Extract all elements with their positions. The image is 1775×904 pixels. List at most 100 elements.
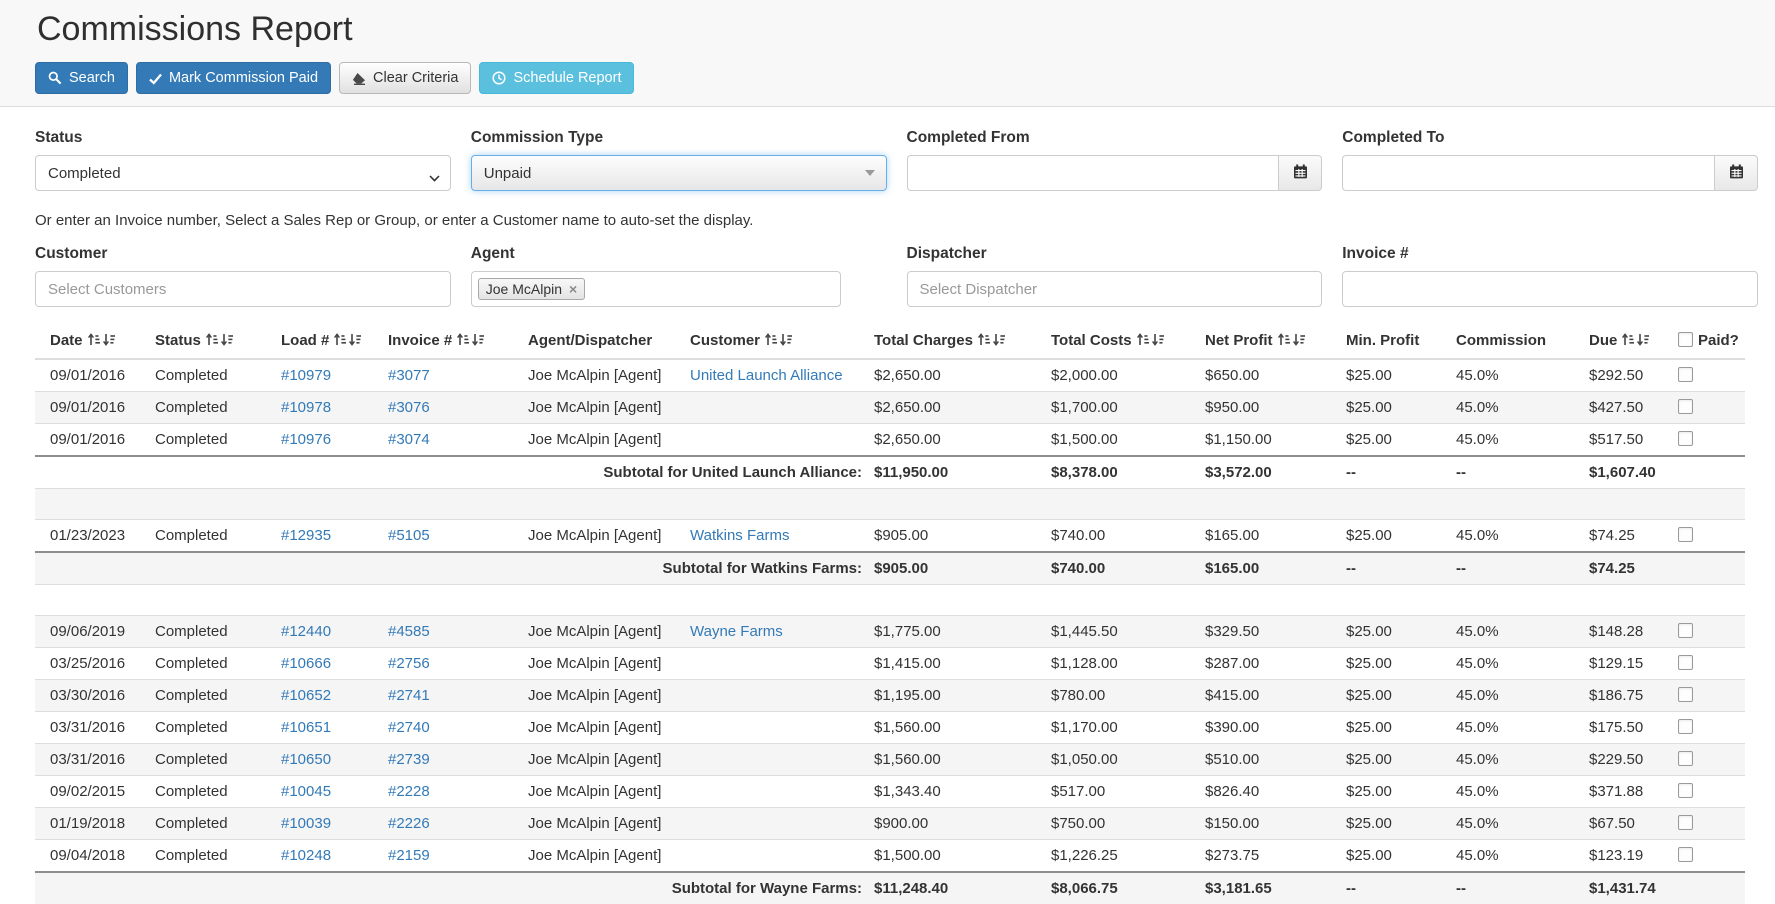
paid-checkbox[interactable]: [1678, 655, 1693, 670]
load-link[interactable]: #10666: [281, 655, 332, 672]
column-label: Min. Profit: [1346, 332, 1420, 349]
sort-asc-icon[interactable]: [977, 333, 990, 346]
invoice-link[interactable]: #3074: [388, 431, 430, 448]
invoice-link[interactable]: #2739: [388, 751, 430, 768]
paid-checkbox[interactable]: [1678, 367, 1693, 382]
cell-total-costs: $1,226.25: [1051, 839, 1205, 872]
cell-total-charges: $1,775.00: [874, 615, 1051, 648]
sort-asc-icon[interactable]: [1136, 333, 1149, 346]
load-link[interactable]: #12935: [281, 527, 332, 544]
sort-desc-icon[interactable]: [102, 333, 115, 346]
invoice-number-input[interactable]: [1342, 271, 1758, 307]
sort-desc-icon[interactable]: [472, 333, 485, 346]
cell-load: #12440: [281, 615, 388, 648]
sort-desc-icon[interactable]: [1151, 333, 1164, 346]
sort-desc-icon[interactable]: [349, 333, 362, 346]
sort-desc-icon[interactable]: [992, 333, 1005, 346]
paid-checkbox[interactable]: [1678, 751, 1693, 766]
cell-min-profit: $25.00: [1346, 807, 1456, 840]
cell-total-charges: $1,560.00: [874, 743, 1051, 776]
invoice-link[interactable]: #2159: [388, 847, 430, 864]
cell-agent-dispatcher: Joe McAlpin [Agent]: [528, 743, 690, 776]
agent-tag-remove-icon[interactable]: ×: [569, 281, 578, 297]
sort-asc-icon[interactable]: [87, 333, 100, 346]
cell-total-costs: $1,700.00: [1051, 391, 1205, 424]
schedule-report-button[interactable]: Schedule Report: [479, 62, 635, 94]
col-header-load[interactable]: Load #: [281, 331, 388, 359]
paid-checkbox[interactable]: [1678, 815, 1693, 830]
invoice-link[interactable]: #2228: [388, 783, 430, 800]
sort-asc-icon[interactable]: [334, 333, 347, 346]
invoice-link[interactable]: #3076: [388, 399, 430, 416]
completed-to-calendar-button[interactable]: [1714, 155, 1758, 191]
load-link[interactable]: #10978: [281, 399, 332, 416]
paid-checkbox[interactable]: [1678, 623, 1693, 638]
commission-type-select[interactable]: Unpaid: [470, 155, 887, 191]
load-link[interactable]: #10652: [281, 687, 332, 704]
paid-all-checkbox[interactable]: [1678, 332, 1693, 347]
invoice-link[interactable]: #4585: [388, 623, 430, 640]
col-header-due[interactable]: Due: [1589, 331, 1678, 359]
agent-tag: Joe McAlpin ×: [477, 278, 586, 300]
sort-desc-icon[interactable]: [220, 333, 233, 346]
invoice-link[interactable]: #2756: [388, 655, 430, 672]
col-header-total-costs[interactable]: Total Costs: [1051, 331, 1205, 359]
sort-desc-icon[interactable]: [780, 333, 793, 346]
invoice-link[interactable]: #2226: [388, 815, 430, 832]
cell-date: 09/04/2018: [35, 839, 155, 872]
completed-to-input[interactable]: [1342, 155, 1714, 191]
invoice-link[interactable]: #2741: [388, 687, 430, 704]
load-link[interactable]: #10045: [281, 783, 332, 800]
sort-desc-icon[interactable]: [1292, 333, 1305, 346]
completed-from-calendar-button[interactable]: [1278, 155, 1323, 191]
invoice-link[interactable]: #5105: [388, 527, 430, 544]
col-header-customer[interactable]: Customer: [690, 331, 874, 359]
cell-load: #10650: [281, 743, 388, 776]
paid-checkbox[interactable]: [1678, 431, 1693, 446]
sort-asc-icon[interactable]: [457, 333, 470, 346]
paid-checkbox[interactable]: [1678, 527, 1693, 542]
cell-customer: [690, 391, 874, 424]
paid-checkbox[interactable]: [1678, 719, 1693, 734]
paid-checkbox[interactable]: [1678, 783, 1693, 798]
customer-link[interactable]: Wayne Farms: [690, 623, 783, 640]
sort-asc-icon[interactable]: [1277, 333, 1290, 346]
col-header-status[interactable]: Status: [155, 331, 281, 359]
status-select[interactable]: Completed: [35, 155, 451, 191]
customer-link[interactable]: United Launch Alliance: [690, 367, 843, 384]
col-header-date[interactable]: Date: [35, 331, 155, 359]
dispatcher-input[interactable]: [906, 271, 1323, 307]
mark-commission-paid-button[interactable]: Mark Commission Paid: [135, 62, 332, 94]
customer-link[interactable]: Watkins Farms: [690, 527, 790, 544]
agent-input[interactable]: Joe McAlpin ×: [470, 271, 841, 307]
load-link[interactable]: #12440: [281, 623, 332, 640]
sort-asc-icon[interactable]: [205, 333, 218, 346]
column-label: Customer: [690, 332, 761, 349]
load-link[interactable]: #10650: [281, 751, 332, 768]
load-link[interactable]: #10248: [281, 847, 332, 864]
load-link[interactable]: #10651: [281, 719, 332, 736]
paid-checkbox[interactable]: [1678, 687, 1693, 702]
paid-checkbox[interactable]: [1678, 399, 1693, 414]
invoice-link[interactable]: #3077: [388, 367, 430, 384]
sort-asc-icon[interactable]: [1622, 333, 1635, 346]
col-header-invoice[interactable]: Invoice #: [388, 331, 528, 359]
column-label: Net Profit: [1205, 332, 1273, 349]
search-button[interactable]: Search: [35, 62, 128, 94]
cell-invoice: #2226: [388, 807, 528, 840]
sort-asc-icon[interactable]: [765, 333, 778, 346]
load-link[interactable]: #10976: [281, 431, 332, 448]
col-header-total-charges[interactable]: Total Charges: [874, 331, 1051, 359]
load-link[interactable]: #10039: [281, 815, 332, 832]
completed-from-input[interactable]: [906, 155, 1279, 191]
invoice-link[interactable]: #2740: [388, 719, 430, 736]
col-header-net-profit[interactable]: Net Profit: [1205, 331, 1346, 359]
cell-min-profit: $25.00: [1346, 647, 1456, 680]
col-header-paid: Paid?: [1678, 331, 1745, 359]
load-link[interactable]: #10979: [281, 367, 332, 384]
clear-criteria-button[interactable]: Clear Criteria: [339, 62, 472, 94]
sort-desc-icon[interactable]: [1637, 333, 1650, 346]
cell-due: $427.50: [1589, 391, 1678, 424]
cell-invoice: #2159: [388, 839, 528, 872]
customer-input[interactable]: [35, 271, 451, 307]
